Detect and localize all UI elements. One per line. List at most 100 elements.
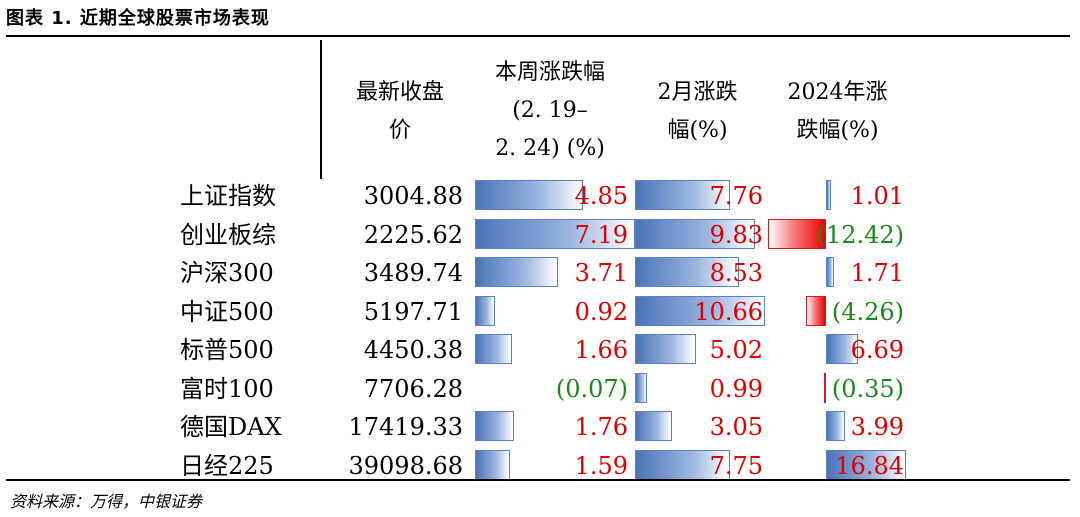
bar-negative — [806, 295, 826, 326]
header-week-line1: 本周涨跌幅 — [494, 60, 605, 85]
header-ytd-line1: 2024年涨 — [787, 80, 888, 105]
bar-positive — [475, 257, 558, 287]
row-name: 富时100 — [180, 374, 274, 403]
value-week: 7.19 — [574, 220, 628, 249]
header-ytd: 2024年涨 跌幅(%) — [765, 74, 910, 150]
bar-positive — [475, 218, 635, 249]
value-ytd: 3.99 — [850, 413, 904, 441]
cell-feb: 3.05 — [632, 408, 767, 446]
bar-positive — [826, 180, 831, 210]
row-close-price: 5197.71 — [363, 297, 463, 326]
row-close-price: 3489.74 — [363, 259, 463, 287]
row-name: 德国DAX — [180, 413, 282, 441]
bar-positive — [826, 411, 845, 441]
header-feb-line1: 2月涨跌 — [657, 80, 738, 105]
cell-ytd: 3.99 — [768, 408, 908, 446]
cell-week: (0.07) — [472, 370, 632, 408]
top-rule — [6, 35, 1070, 37]
row-close-price: 17419.33 — [348, 413, 463, 441]
bar-positive — [826, 449, 906, 480]
cell-week: 0.92 — [472, 293, 632, 331]
cell-ytd: (12.42) — [768, 216, 908, 254]
row-name: 创业板综 — [180, 220, 276, 249]
bar-negative — [768, 218, 826, 249]
bottom-rule — [6, 479, 1070, 481]
value-week: 1.59 — [574, 451, 628, 480]
value-feb: 0.99 — [709, 374, 763, 403]
source-note: 资料来源：万得，中银证券 — [10, 492, 203, 511]
value-feb: 7.76 — [709, 182, 763, 210]
value-feb: 9.83 — [709, 220, 763, 249]
value-feb: 5.02 — [709, 336, 763, 364]
row-close-price: 2225.62 — [363, 220, 463, 249]
row-name: 标普500 — [180, 336, 274, 364]
cell-ytd: (4.26) — [768, 293, 908, 331]
bar-positive — [475, 449, 511, 480]
value-week: 0.92 — [574, 297, 628, 326]
value-feb: 7.75 — [709, 451, 763, 480]
bar-positive — [635, 180, 730, 210]
value-ytd: (4.26) — [831, 297, 904, 326]
value-week: 4.85 — [574, 182, 628, 210]
bar-positive — [475, 334, 512, 364]
bar-positive — [635, 334, 697, 364]
figure-title: 图表 1. 近期全球股票市场表现 — [6, 8, 270, 29]
cell-week: 3.71 — [472, 254, 632, 292]
cell-week: 1.59 — [472, 447, 632, 485]
row-close-price: 39098.68 — [348, 451, 463, 480]
bar-positive — [826, 334, 858, 364]
value-week: 1.76 — [574, 413, 628, 441]
row-close-price: 7706.28 — [363, 374, 463, 403]
row-close-price: 4450.38 — [363, 336, 463, 364]
bar-negative — [824, 372, 826, 403]
header-ytd-line2: 跌幅(%) — [796, 118, 879, 143]
bar-positive — [475, 411, 515, 441]
value-ytd: 16.84 — [835, 451, 904, 480]
cell-feb: 8.53 — [632, 254, 767, 292]
bar-positive — [475, 180, 583, 210]
cell-week: 7.19 — [472, 216, 635, 254]
header-divider — [320, 40, 322, 179]
cell-ytd: 1.71 — [768, 254, 908, 292]
header-close: 最新收盘 价 — [330, 74, 470, 150]
cell-ytd: 1.01 — [768, 177, 908, 215]
row-name: 中证500 — [180, 297, 274, 326]
cell-ytd: 16.84 — [768, 447, 908, 485]
value-feb: 3.05 — [709, 413, 763, 441]
bar-positive — [475, 295, 496, 326]
header-close-line2: 价 — [388, 118, 411, 143]
value-feb: 8.53 — [709, 259, 763, 287]
row-name: 日经225 — [180, 451, 274, 480]
value-feb: 10.66 — [694, 297, 763, 326]
row-name: 上证指数 — [180, 182, 276, 210]
cell-feb: 10.66 — [632, 293, 767, 331]
header-week-line3: 2. 24) (%) — [495, 136, 605, 161]
cell-feb: 7.76 — [632, 177, 767, 215]
cell-feb: 0.99 — [632, 370, 767, 408]
bar-positive — [826, 257, 835, 287]
value-ytd: 1.01 — [850, 182, 904, 210]
cell-week: 1.76 — [472, 408, 632, 446]
value-week: 1.66 — [574, 336, 628, 364]
cell-feb: 9.83 — [632, 216, 767, 254]
cell-week: 4.85 — [472, 177, 632, 215]
header-feb-line2: 幅(%) — [667, 118, 728, 143]
value-ytd: (0.35) — [831, 374, 904, 403]
bar-positive — [635, 257, 740, 287]
cell-ytd: (0.35) — [768, 370, 908, 408]
header-week: 本周涨跌幅 (2. 19– 2. 24) (%) — [470, 54, 630, 168]
value-week: (0.07) — [555, 374, 628, 403]
bar-positive — [635, 218, 755, 249]
header-feb: 2月涨跌 幅(%) — [630, 74, 765, 150]
value-ytd: (12.42) — [816, 220, 904, 249]
cell-ytd: 6.69 — [768, 331, 908, 369]
header-close-line1: 最新收盘 — [355, 80, 444, 105]
value-week: 3.71 — [574, 259, 628, 287]
bar-positive — [635, 372, 648, 403]
cell-week: 1.66 — [472, 331, 632, 369]
cell-feb: 5.02 — [632, 331, 767, 369]
row-name: 沪深300 — [180, 259, 274, 287]
value-ytd: 1.71 — [850, 259, 904, 287]
bar-positive — [635, 295, 765, 326]
value-ytd: 6.69 — [850, 336, 904, 364]
